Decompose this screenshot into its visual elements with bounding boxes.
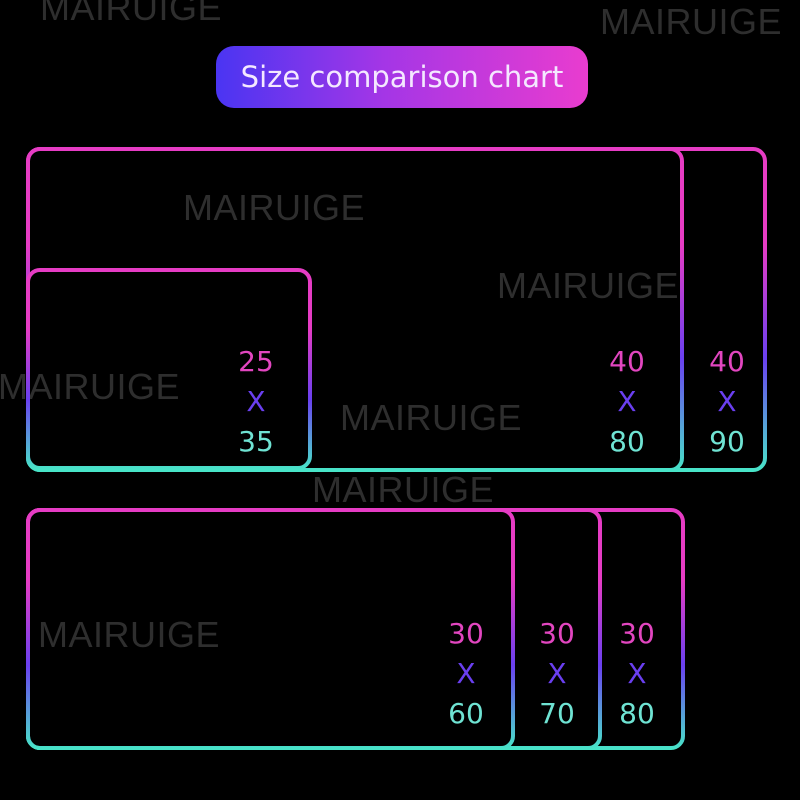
- size-length: 60: [448, 697, 484, 730]
- size-label: 30 X 70: [527, 614, 587, 734]
- watermark: MAIRUIGE: [600, 1, 783, 42]
- size-outline-25x35: [26, 268, 312, 470]
- size-width: 30: [619, 617, 655, 650]
- watermark: MAIRUIGE: [312, 469, 495, 510]
- size-separator: X: [717, 385, 737, 418]
- size-width: 30: [539, 617, 575, 650]
- watermark: MAIRUIGE: [40, 0, 223, 28]
- size-width: 40: [709, 345, 745, 378]
- size-separator: X: [246, 385, 266, 418]
- size-length: 70: [539, 697, 575, 730]
- chart-title: Size comparison chart: [216, 46, 588, 108]
- size-width: 40: [609, 345, 645, 378]
- watermark: MAIRUIGE: [38, 614, 221, 655]
- size-length: 80: [619, 697, 655, 730]
- size-separator: X: [456, 657, 476, 690]
- watermark: MAIRUIGE: [183, 187, 366, 228]
- size-label: 30 X 80: [607, 614, 667, 734]
- size-width: 25: [238, 345, 274, 378]
- size-outline-30x60: [26, 508, 515, 750]
- watermark: MAIRUIGE: [497, 265, 680, 306]
- size-length: 90: [709, 425, 745, 458]
- size-label: 30 X 60: [436, 614, 496, 734]
- size-separator: X: [617, 385, 637, 418]
- size-label: 40 X 80: [597, 342, 657, 462]
- size-length: 35: [238, 425, 274, 458]
- size-outline-40x80: [26, 147, 684, 472]
- size-separator: X: [547, 657, 567, 690]
- size-separator: X: [627, 657, 647, 690]
- size-label: 40 X 90: [697, 342, 757, 462]
- size-length: 80: [609, 425, 645, 458]
- size-width: 30: [448, 617, 484, 650]
- watermark: MAIRUIGE: [340, 397, 523, 438]
- size-label: 25 X 35: [226, 342, 286, 462]
